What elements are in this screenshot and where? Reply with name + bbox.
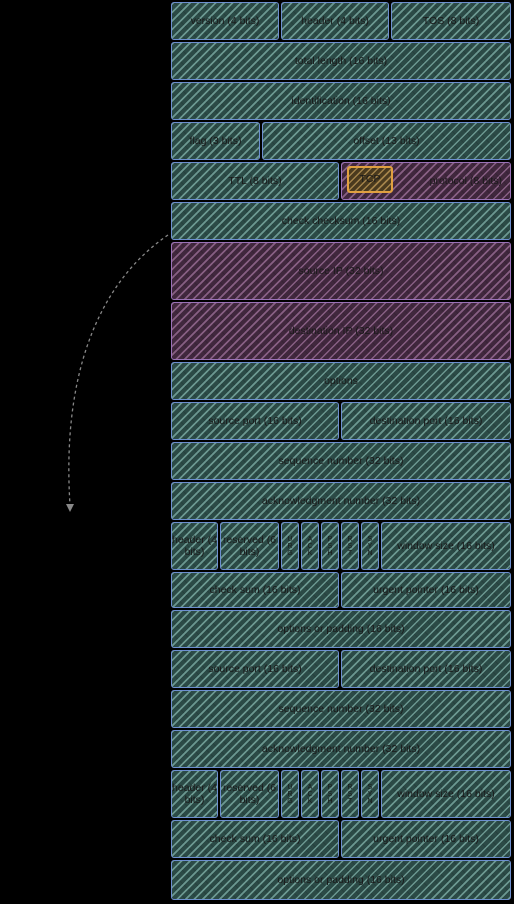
tcp2-window-size-field: window size (16 bits): [381, 770, 511, 818]
tcp1-window-size-field: window size (16 bits): [381, 522, 511, 570]
tcp2-destination-port-field: destination port (16 bits): [341, 650, 511, 688]
flag-field: flag (3 bits): [171, 122, 260, 160]
tcp1-urgent-pointer-field: urgent pointer (16 bits): [341, 572, 511, 608]
tcp1-destination-port-field: destination port (16 bits): [341, 402, 511, 440]
tcp2-ack-number-field: acknowledgment number (32 bits): [171, 730, 511, 768]
identification-field: identification (16 bits): [171, 82, 511, 120]
tcp2-urgent-pointer-field: urgent pointer (16 bits): [341, 820, 511, 858]
header-length-field: header (4 bits): [281, 2, 389, 40]
offset-field: offset (13 bits): [262, 122, 511, 160]
tcp2-source-port-field: source port (16 bits): [171, 650, 339, 688]
ttl-field: TTL (8 bits): [171, 162, 339, 200]
destination-ip-field: destination IP (32 bits): [171, 302, 511, 360]
tcp2-options-field: options or padding (16 bits): [171, 860, 511, 900]
tcp1-reserved-field: reserved (6 bits): [220, 522, 279, 570]
ip-checksum-field: check checksum (16 bits): [171, 202, 511, 240]
tcp2-checksum-field: check sum (16 bits): [171, 820, 339, 858]
tcp1-header-length-field: header (4 bits): [171, 522, 218, 570]
tcp1-source-port-field: source port (16 bits): [171, 402, 339, 440]
source-ip-field: source IP (32 bits): [171, 242, 511, 300]
tcp2-sequence-number-field: sequence number (32 bits): [171, 690, 511, 728]
tcp1-ack-number-field: acknowledgment number (32 bits): [171, 482, 511, 520]
tos-field: TOS (8 bits): [391, 2, 511, 40]
ip-options-field: options: [171, 362, 511, 400]
total-length-field: total length (16 bits): [171, 42, 511, 80]
tcp-tag: TCP: [347, 166, 393, 193]
tcp1-sequence-number-field: sequence number (32 bits): [171, 442, 511, 480]
version-field: version (4 bits): [171, 2, 279, 40]
tcp2-header-length-field: header (4 bits): [171, 770, 218, 818]
tcp1-options-field: options or padding (16 bits): [171, 610, 511, 648]
tcp1-checksum-field: check sum (16 bits): [171, 572, 339, 608]
tcp2-reserved-field: reserved (6 bits): [220, 770, 279, 818]
